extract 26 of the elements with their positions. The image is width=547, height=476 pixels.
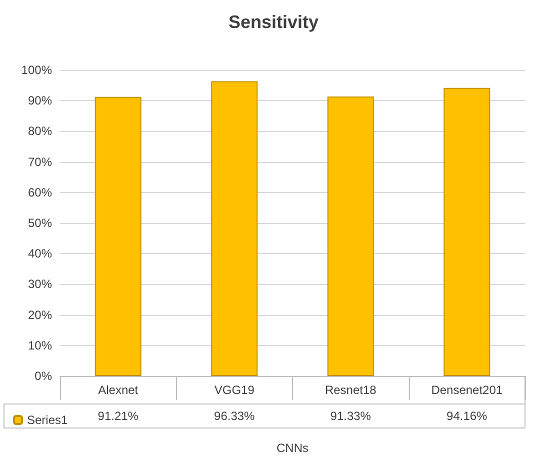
x-tick-label: VGG19 xyxy=(214,383,255,397)
chart-title: Sensitivity xyxy=(228,12,319,32)
y-tick-label: 30% xyxy=(28,277,52,292)
bar xyxy=(94,96,142,376)
data-label: 91.33% xyxy=(330,409,372,423)
x-axis-title: CNNs xyxy=(276,441,308,455)
y-tick-label: 20% xyxy=(28,308,52,322)
y-tick-label: 100% xyxy=(21,63,52,77)
data-label: 91.21% xyxy=(98,409,139,423)
bar xyxy=(444,88,490,376)
y-tick-label: 10% xyxy=(28,338,52,352)
y-tick-label: 70% xyxy=(28,154,52,169)
bar xyxy=(327,96,374,376)
x-tick-label: Alexnet xyxy=(98,383,139,397)
y-tick-label: 50% xyxy=(28,216,52,230)
y-tick-label: 0% xyxy=(34,369,52,383)
y-tick-label: 90% xyxy=(28,94,52,108)
x-tick-label: Densenet201 xyxy=(431,383,503,397)
y-tick-label: 40% xyxy=(28,246,52,261)
bar xyxy=(211,81,258,376)
x-tick-label: Resnet18 xyxy=(324,383,377,397)
data-label: 94.16% xyxy=(446,409,488,423)
y-tick-label: 60% xyxy=(28,185,52,200)
data-label: 96.33% xyxy=(214,409,256,423)
y-tick-label: 80% xyxy=(28,124,52,138)
legend-label: Series1 xyxy=(27,413,68,427)
